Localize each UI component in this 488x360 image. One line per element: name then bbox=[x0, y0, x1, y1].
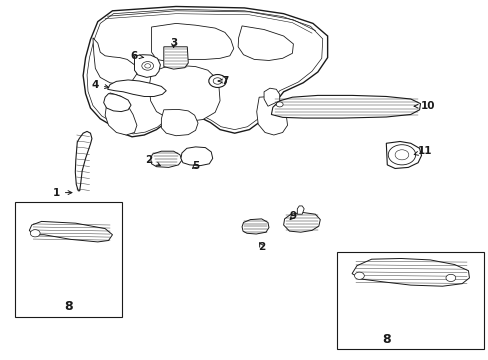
Polygon shape bbox=[271, 95, 420, 118]
Polygon shape bbox=[149, 66, 220, 122]
Text: 2: 2 bbox=[145, 155, 160, 166]
Circle shape bbox=[394, 150, 408, 160]
Circle shape bbox=[276, 102, 283, 107]
Text: 9: 9 bbox=[289, 211, 296, 221]
Polygon shape bbox=[181, 147, 212, 166]
Polygon shape bbox=[134, 55, 160, 77]
Circle shape bbox=[354, 272, 364, 279]
Polygon shape bbox=[75, 131, 92, 191]
Polygon shape bbox=[283, 212, 320, 232]
Bar bbox=[15, 202, 122, 317]
Text: 11: 11 bbox=[413, 146, 432, 156]
Circle shape bbox=[213, 78, 222, 84]
Text: 8: 8 bbox=[381, 333, 390, 346]
Polygon shape bbox=[264, 88, 279, 106]
Polygon shape bbox=[83, 6, 327, 137]
Text: 4: 4 bbox=[91, 80, 108, 90]
Text: 2: 2 bbox=[258, 242, 264, 252]
Polygon shape bbox=[107, 80, 166, 96]
Polygon shape bbox=[297, 206, 304, 214]
Polygon shape bbox=[105, 93, 137, 135]
Polygon shape bbox=[161, 109, 198, 136]
Polygon shape bbox=[351, 258, 468, 286]
Bar bbox=[337, 252, 483, 349]
Text: 7: 7 bbox=[218, 76, 228, 86]
Circle shape bbox=[142, 62, 153, 70]
Polygon shape bbox=[93, 38, 137, 85]
Text: 10: 10 bbox=[413, 101, 434, 111]
Polygon shape bbox=[151, 23, 233, 61]
Text: 1: 1 bbox=[53, 188, 72, 198]
Polygon shape bbox=[103, 94, 131, 112]
Circle shape bbox=[144, 64, 150, 68]
Circle shape bbox=[387, 145, 415, 165]
Circle shape bbox=[445, 274, 455, 282]
Circle shape bbox=[208, 75, 226, 87]
Text: 8: 8 bbox=[64, 300, 73, 313]
Polygon shape bbox=[256, 96, 287, 135]
Text: 3: 3 bbox=[170, 38, 177, 48]
Polygon shape bbox=[386, 141, 421, 168]
Text: 5: 5 bbox=[192, 161, 199, 171]
Polygon shape bbox=[163, 47, 188, 69]
Polygon shape bbox=[150, 151, 182, 167]
Polygon shape bbox=[29, 221, 112, 242]
Polygon shape bbox=[242, 219, 268, 234]
Circle shape bbox=[30, 230, 40, 237]
Text: 6: 6 bbox=[131, 51, 143, 61]
Polygon shape bbox=[238, 26, 293, 60]
